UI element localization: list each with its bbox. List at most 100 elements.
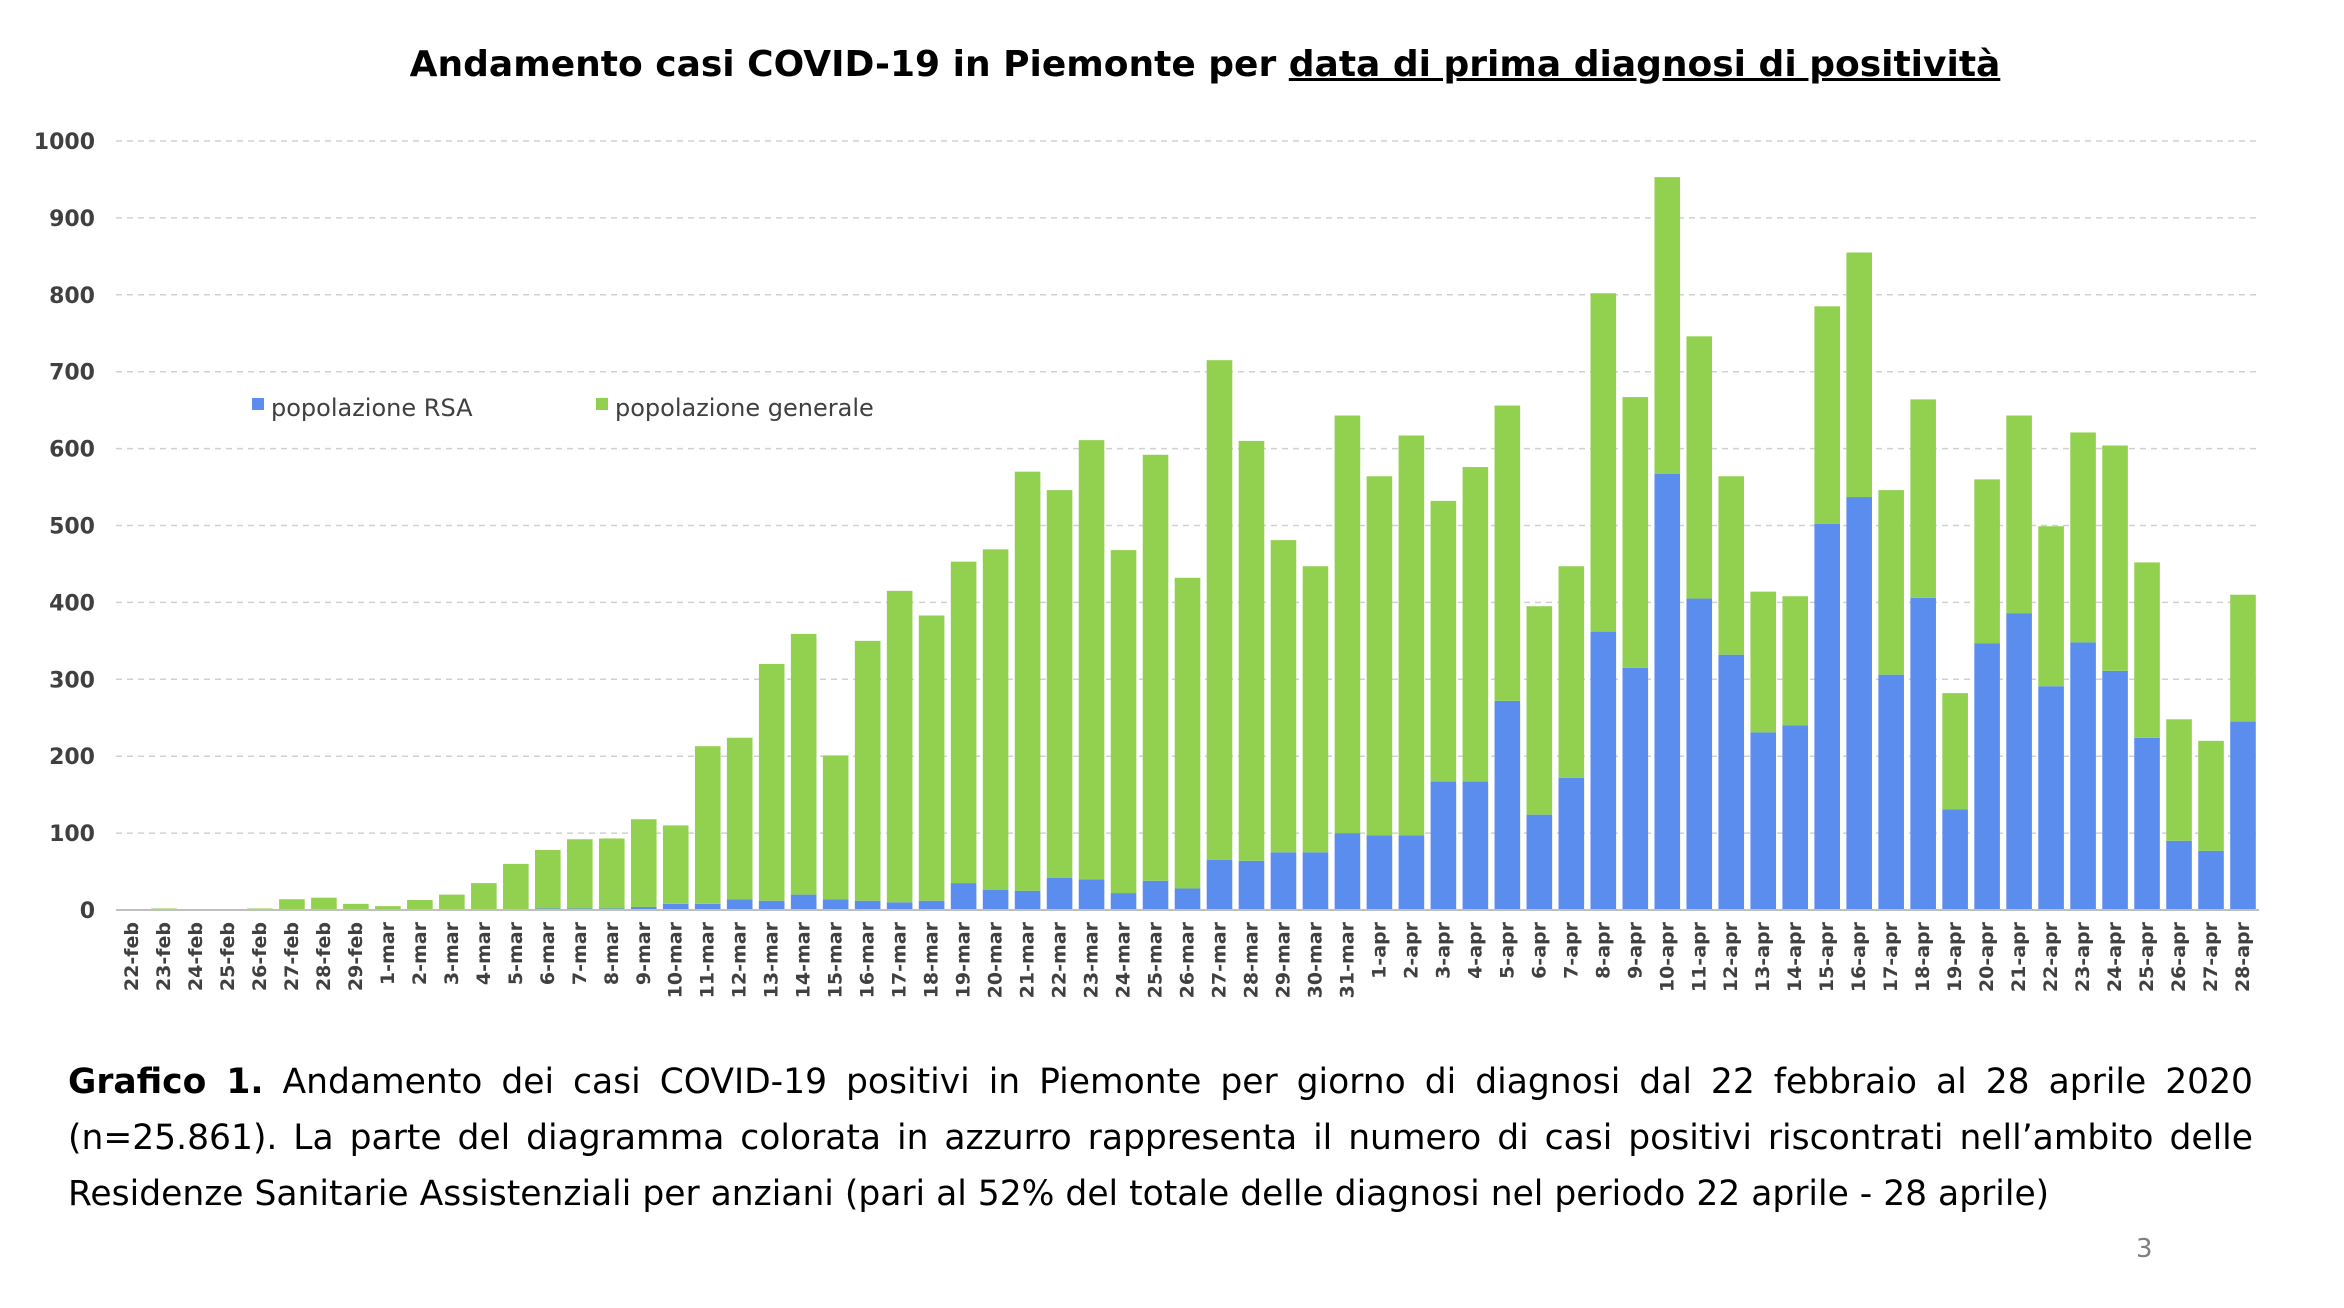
x-tick-label: 14-apr <box>1784 921 1806 992</box>
x-tick-label: 23-mar <box>1081 921 1103 998</box>
x-tick-label: 9-apr <box>1624 921 1646 979</box>
bar-segment <box>1046 877 1073 910</box>
x-tick-label: 25-feb <box>217 922 239 991</box>
x-tick-label: 6-mar <box>537 921 559 985</box>
bar-segment <box>1334 833 1361 910</box>
bar-segment <box>1558 566 1585 778</box>
x-tick-label: 9-mar <box>633 921 655 985</box>
bar-segment <box>1174 577 1201 889</box>
bar-segment <box>630 819 657 907</box>
bar-segment <box>1078 440 1105 880</box>
bar-segment <box>1046 490 1073 878</box>
x-tick-label: 11-apr <box>1688 921 1710 992</box>
chart-title-underlined: data di prima diagnosi di positività <box>1288 44 2001 85</box>
x-tick-label: 22-mar <box>1049 921 1071 998</box>
x-tick-label: 24-mar <box>1113 921 1135 998</box>
x-tick-label: 7-mar <box>569 921 591 985</box>
bar-segment <box>2070 642 2096 910</box>
bar-segment <box>758 663 785 901</box>
bar-segment <box>790 633 817 895</box>
bar-segment <box>854 640 881 901</box>
x-tick-label: 21-mar <box>1017 921 1039 998</box>
bar-segment <box>2166 840 2192 910</box>
x-tick-label: 18-apr <box>1912 921 1934 992</box>
bar-segment <box>1622 667 1649 910</box>
bar-segment <box>726 899 753 910</box>
x-tick-label: 20-mar <box>985 921 1007 998</box>
bar-segment <box>662 903 689 910</box>
bar-segment <box>311 897 337 910</box>
bar-segment <box>918 900 945 910</box>
x-tick-label: 22-feb <box>121 922 143 991</box>
bar-segment <box>2198 740 2224 851</box>
chart-title: Andamento casi COVID-19 in Piemonte per … <box>0 44 2344 85</box>
caption-label: Grafico 1. <box>68 1062 264 1102</box>
legend-swatch <box>252 398 264 410</box>
bar-segment <box>822 755 849 900</box>
bar-segment <box>886 902 913 910</box>
bar-segment <box>1782 725 1809 910</box>
x-tick-label: 12-apr <box>1720 921 1742 992</box>
bar-segment <box>1782 596 1809 726</box>
bar-segment <box>1430 781 1457 910</box>
x-tick-label: 5-apr <box>1496 921 1518 979</box>
bar-segment <box>950 883 977 910</box>
x-tick-label: 24-feb <box>185 922 207 991</box>
bar-segment <box>758 900 785 910</box>
y-tick-label: 300 <box>49 668 95 693</box>
bar-segment <box>1718 476 1745 655</box>
x-tick-label: 17-apr <box>1880 921 1902 992</box>
x-tick-label: 4-mar <box>473 921 495 985</box>
bar-segment <box>1206 360 1233 861</box>
x-tick-label: 28-apr <box>2232 921 2254 992</box>
bar-segment <box>2166 719 2192 841</box>
bar-segment <box>1078 879 1105 910</box>
x-tick-label: 3-apr <box>1432 921 1454 979</box>
x-tick-label: 16-apr <box>1848 921 1870 992</box>
x-tick-label: 27-mar <box>1208 921 1230 998</box>
x-tick-label: 27-feb <box>281 922 303 991</box>
bar-segment <box>1686 598 1713 910</box>
x-tick-label: 21-apr <box>2008 921 2030 992</box>
chart-svg: 0 100 200 300 400 500 600 700 800 900 1000 22-feb 23… <box>34 130 2259 998</box>
x-tick-label: 18-mar <box>921 921 943 998</box>
bar-segment <box>1718 654 1745 910</box>
bar-segment <box>2134 562 2160 738</box>
x-tick-label: 8-mar <box>601 921 623 985</box>
bar-segment <box>822 899 849 910</box>
x-tick-label: 27-apr <box>2200 921 2222 992</box>
x-tick-label: 4-apr <box>1464 921 1486 979</box>
bar-segment <box>2006 613 2032 910</box>
bar-segment <box>1558 777 1585 910</box>
bar-segment <box>1654 177 1681 474</box>
x-tick-label: 1-apr <box>1368 921 1390 979</box>
bar-segment <box>1398 435 1425 836</box>
x-tick-label: 30-mar <box>1304 921 1326 998</box>
bar-segment <box>1974 479 2000 644</box>
bar-segment <box>1622 397 1649 668</box>
bar-segment <box>279 899 305 910</box>
x-tick-label: 16-mar <box>857 921 879 998</box>
bar-segment <box>1750 591 1777 733</box>
y-tick-label: 100 <box>49 822 95 847</box>
bar-segment <box>598 838 625 909</box>
bar-segment <box>375 906 401 910</box>
x-tick-label: 11-mar <box>697 921 719 998</box>
bar-segment <box>1302 852 1329 910</box>
x-tick-label: 15-apr <box>1816 921 1838 992</box>
bar-segment <box>982 549 1009 891</box>
figure-caption: Grafico 1. Andamento dei casi COVID-19 p… <box>68 1054 2253 1222</box>
x-tick-label: 13-mar <box>761 921 783 998</box>
bar-segment <box>1494 405 1521 701</box>
bar-segment <box>1910 399 1936 598</box>
bar-segment <box>918 615 945 901</box>
x-tick-label: 19-apr <box>1944 921 1966 992</box>
bar-segment <box>694 746 721 904</box>
bar-segment <box>630 906 657 910</box>
bar-segment <box>1942 809 1968 910</box>
bar-segment <box>2006 415 2032 614</box>
x-tick-label: 29-mar <box>1272 921 1294 998</box>
bar-segment <box>2102 445 2128 671</box>
x-tick-label: 26-feb <box>249 922 271 991</box>
x-tick-label: 5-mar <box>505 921 527 985</box>
